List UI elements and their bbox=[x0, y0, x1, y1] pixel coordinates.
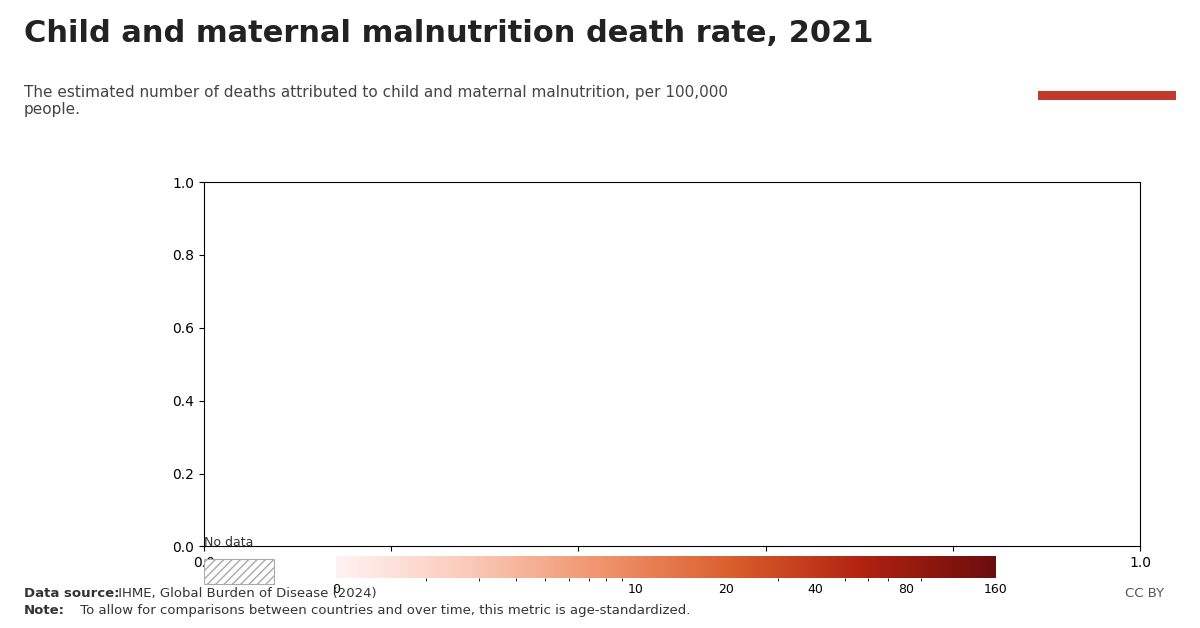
Text: Our World: Our World bbox=[1072, 45, 1142, 58]
Text: No data: No data bbox=[204, 536, 253, 550]
Text: CC BY: CC BY bbox=[1124, 587, 1164, 600]
Text: The estimated number of deaths attributed to child and maternal malnutrition, pe: The estimated number of deaths attribute… bbox=[24, 85, 728, 117]
Text: in Data: in Data bbox=[1081, 65, 1133, 78]
FancyBboxPatch shape bbox=[204, 559, 274, 584]
Text: IHME, Global Burden of Disease (2024): IHME, Global Burden of Disease (2024) bbox=[114, 587, 377, 600]
Bar bbox=[1038, 92, 1176, 100]
Text: Data source:: Data source: bbox=[24, 587, 120, 600]
Text: Child and maternal malnutrition death rate, 2021: Child and maternal malnutrition death ra… bbox=[24, 19, 874, 48]
Text: To allow for comparisons between countries and over time, this metric is age-sta: To allow for comparisons between countri… bbox=[76, 604, 690, 617]
Text: Note:: Note: bbox=[24, 604, 65, 617]
